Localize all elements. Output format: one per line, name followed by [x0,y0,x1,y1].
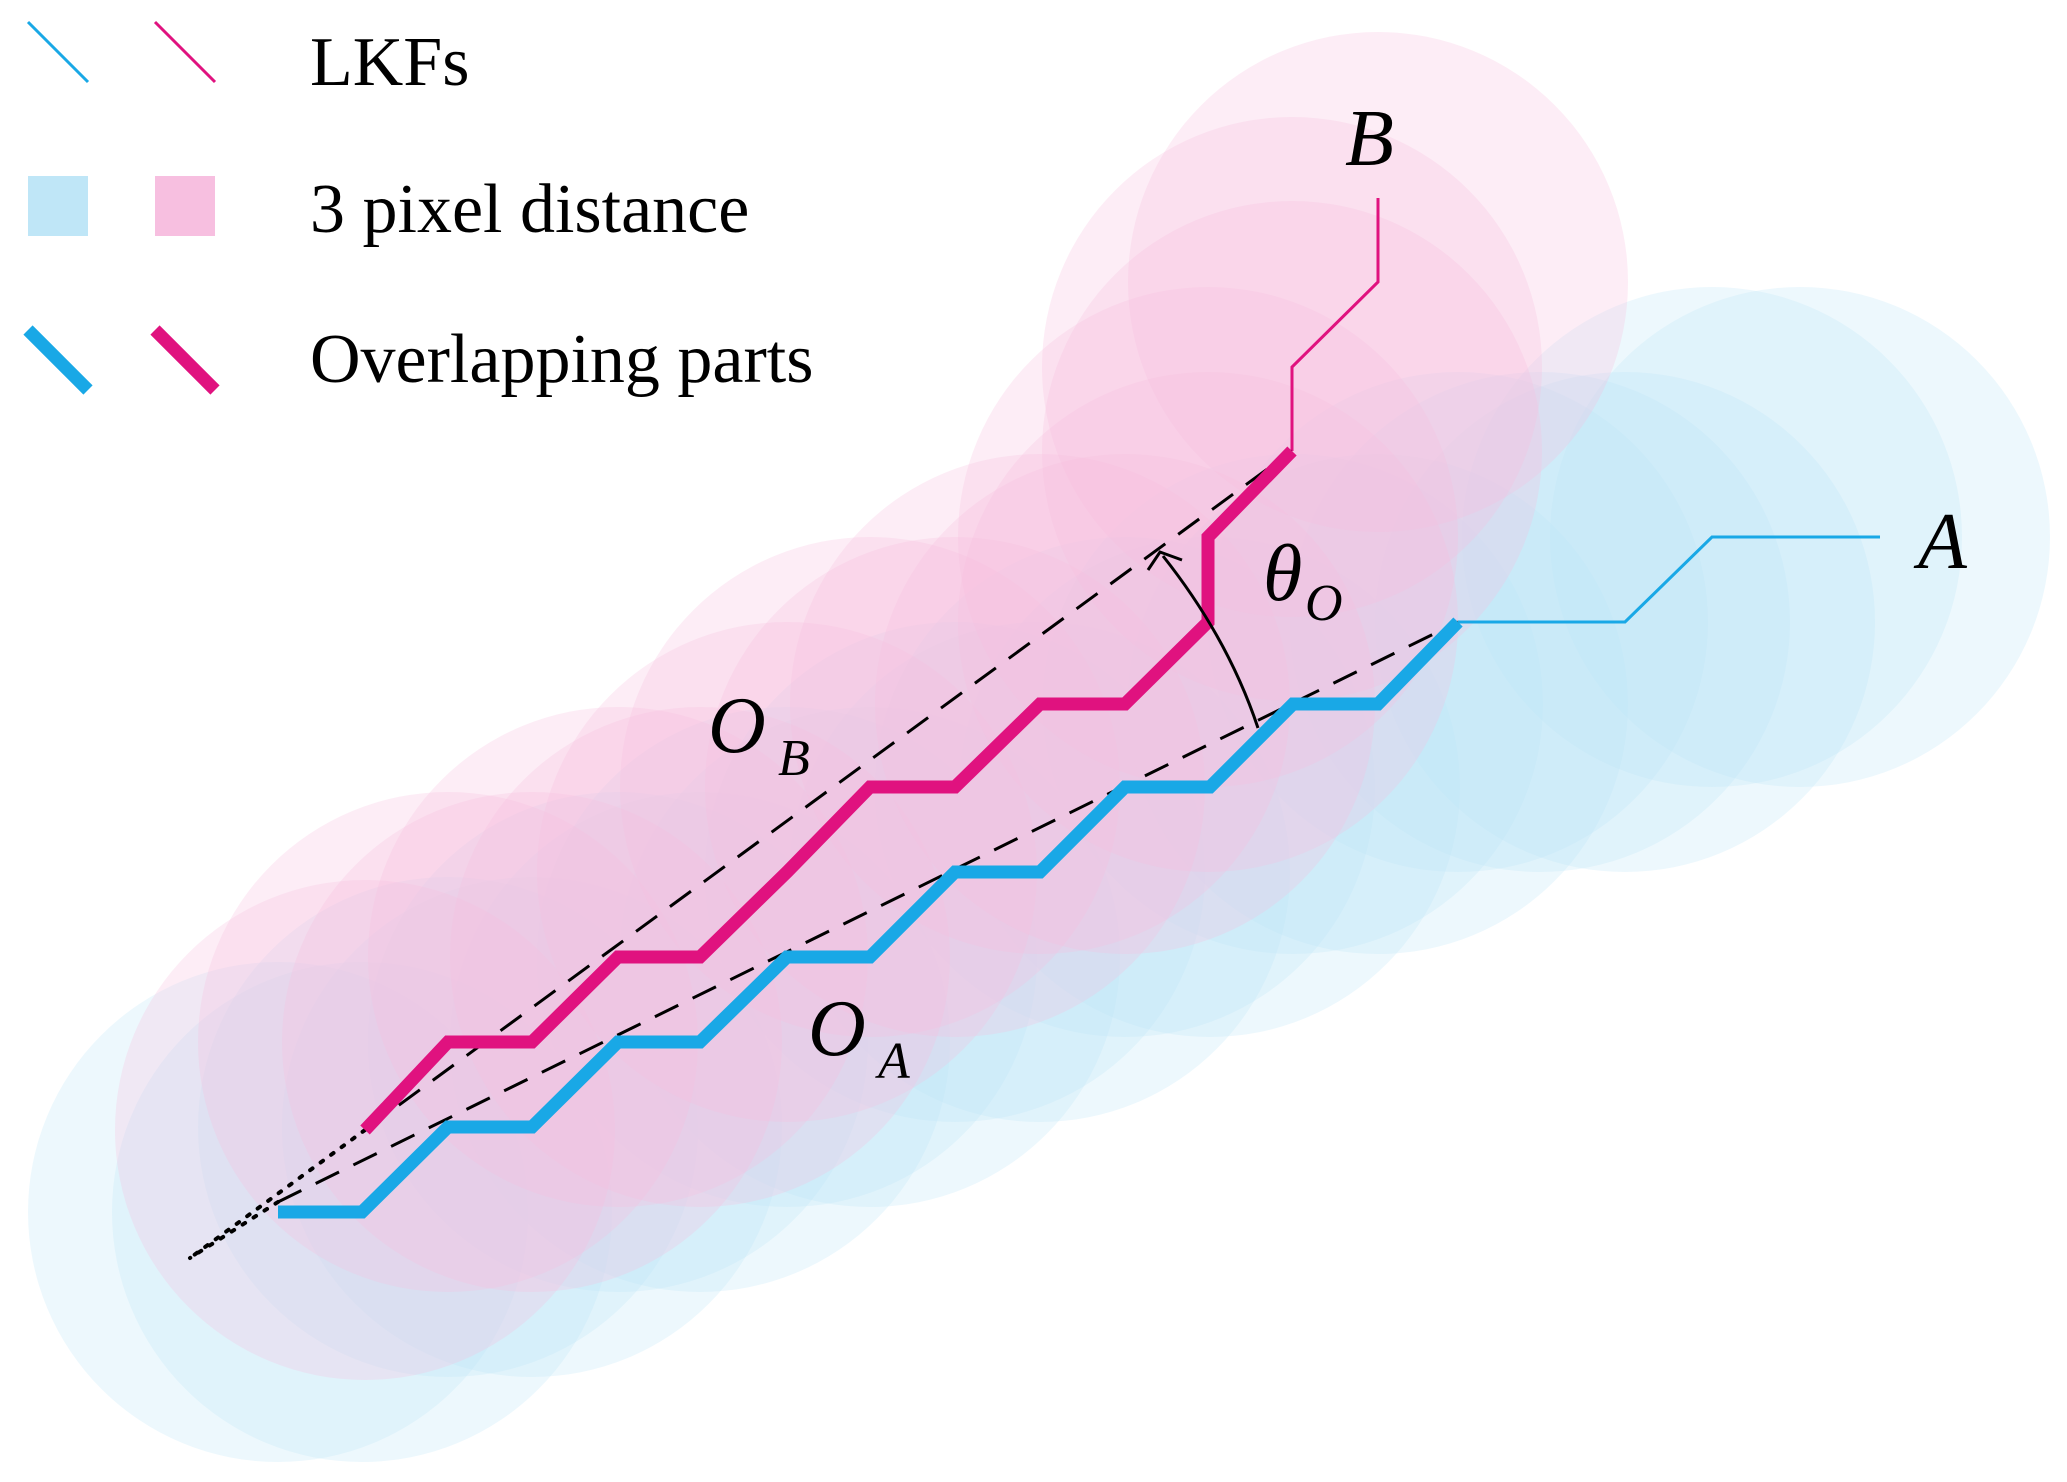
legend-distance-swatch-b [155,176,215,236]
lkf-line-a [1458,535,1880,624]
label-angle: θ O [1263,530,1343,632]
legend: LKFs 3 pixel distance Overlapping parts [23,20,813,398]
legend-distance-label: 3 pixel distance [310,171,749,248]
dotted-extension-b [188,1128,367,1260]
label-overlap-a: O A [808,985,910,1090]
label-line-a: A [1913,498,1968,586]
label-line-b: B [1345,95,1394,183]
angle-arrowhead [1146,550,1183,571]
overlap-part-a [278,617,1463,1219]
legend-lkf-swatch-a [26,20,90,84]
legend-lkf-swatch-b [153,20,217,84]
legend-lkf-label: LKFs [310,24,469,101]
legend-overlap-label: Overlapping parts [310,321,813,398]
lkf-line-b [1290,198,1380,451]
angle-arc [1161,555,1260,729]
dotted-extension-a [188,1200,280,1260]
fit-line-b [364,449,1293,1132]
label-overlap-b: O B [708,682,810,787]
legend-overlap-swatch-a [23,325,93,395]
fit-line-a [277,620,1459,1204]
legend-distance-swatch-a [28,176,88,236]
legend-overlap-swatch-b [150,325,220,395]
